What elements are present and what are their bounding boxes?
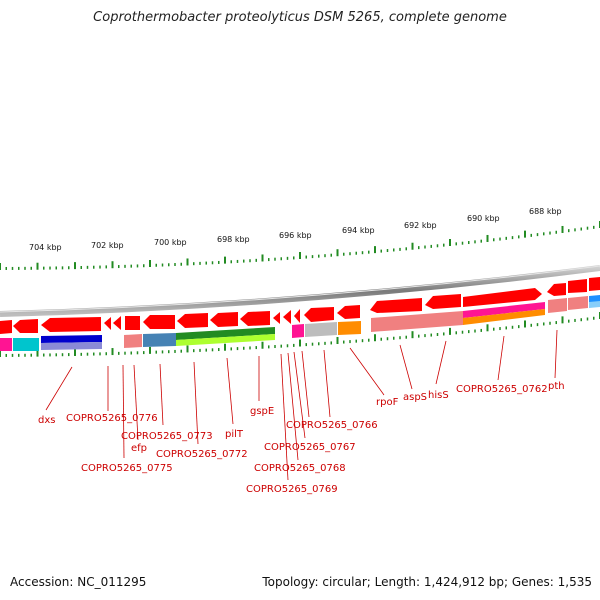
- leader-line: [497, 335, 505, 381]
- gene-arrow: [125, 316, 140, 330]
- gene-arrow: [210, 312, 238, 327]
- gene-arrow: [294, 309, 300, 323]
- leader-line: [45, 366, 73, 411]
- gene-label-copro5265-0762: COPRO5265_0762: [456, 384, 548, 395]
- leader-line: [122, 364, 125, 459]
- annotation-band: [176, 334, 275, 346]
- gene-labels: dxs COPRO5265_0776 COPRO5265_0775 efp CO…: [38, 381, 565, 495]
- annotation-band: [41, 335, 102, 343]
- gene-arrow: [104, 317, 111, 330]
- annotation-band: [548, 298, 567, 313]
- gene-arrow: [370, 298, 422, 313]
- annotation-band: [305, 322, 337, 337]
- annotation-band: [568, 296, 588, 310]
- leader-line: [226, 357, 234, 425]
- annotation-band: [371, 311, 463, 332]
- gene-label-copro5265-0772: COPRO5265_0772: [156, 449, 248, 460]
- scale-label-700: 700 kbp: [154, 238, 187, 247]
- gene-arrow: [177, 313, 208, 328]
- gene-label-pth: pth: [548, 381, 565, 392]
- gene-arrow: [547, 283, 566, 296]
- genome-backbone-highlight: [0, 265, 600, 313]
- annotation-band: [13, 338, 39, 351]
- leader-line: [301, 350, 310, 418]
- gene-arrow: [143, 315, 175, 329]
- gene-arrow: [337, 305, 360, 319]
- gene-label-efp: efp: [131, 443, 147, 454]
- leader-line: [280, 353, 289, 481]
- annotation-band: [463, 302, 545, 318]
- gene-label-copro5265-0775: COPRO5265_0775: [81, 463, 173, 474]
- gene-arrow: [13, 319, 38, 333]
- annotation-band: [463, 309, 545, 325]
- scale-ticks-inner: [0, 312, 600, 357]
- map-title: Coprothermobacter proteolyticus DSM 5265…: [93, 10, 507, 25]
- annotation-band: [589, 301, 600, 308]
- annotation-band: [292, 324, 304, 338]
- gene-arrow: [589, 277, 600, 291]
- gene-label-gspe: gspE: [250, 406, 274, 417]
- annotation-band: [0, 338, 12, 351]
- gene-label-asps: aspS: [403, 392, 427, 403]
- leader-line: [435, 340, 447, 385]
- leader-line: [133, 364, 139, 441]
- gene-label-copro5265-0768: COPRO5265_0768: [254, 463, 346, 474]
- annotation-band: [41, 342, 102, 350]
- scale-label-704: 704 kbp: [29, 243, 62, 252]
- gene-label-dxs: dxs: [38, 415, 55, 426]
- accession-text: Accession: NC_011295: [10, 575, 147, 589]
- gene-label-hiss: hisS: [428, 390, 449, 401]
- leader-line: [399, 344, 413, 390]
- scale-label-702: 702 kbp: [91, 241, 124, 250]
- gene-arrow: [113, 316, 121, 330]
- gene-arrow: [425, 294, 461, 309]
- annotation-track[interactable]: [0, 295, 600, 351]
- scale-label-694: 694 kbp: [342, 226, 375, 235]
- annotation-band: [143, 333, 176, 347]
- leader-line: [349, 347, 385, 396]
- leader-line: [323, 349, 331, 418]
- scale-labels: 704 kbp 702 kbp 700 kbp 698 kbp 696 kbp …: [29, 207, 562, 252]
- gene-arrow: [41, 317, 101, 332]
- gene-arrow: [304, 307, 334, 322]
- gene-track[interactable]: [0, 277, 600, 334]
- leader-line: [554, 329, 558, 379]
- leader-line: [193, 361, 199, 445]
- scale-label-698: 698 kbp: [217, 235, 250, 244]
- annotation-band: [589, 295, 600, 303]
- annotation-band: [338, 321, 361, 335]
- scale-label-692: 692 kbp: [404, 221, 437, 230]
- gene-arrow: [273, 312, 280, 324]
- annotation-band: [124, 334, 142, 348]
- gene-label-copro5265-0766: COPRO5265_0766: [286, 420, 378, 431]
- scale-label-688: 688 kbp: [529, 207, 562, 216]
- gene-label-copro5265-0776: COPRO5265_0776: [66, 413, 158, 424]
- gene-arrow: [463, 288, 542, 307]
- gene-arrow: [240, 311, 270, 326]
- gene-arrow: [0, 320, 12, 334]
- genome-backbone: [0, 265, 600, 317]
- leader-line: [159, 363, 164, 426]
- scale-label-690: 690 kbp: [467, 214, 500, 223]
- scale-ticks-outer: [0, 221, 600, 270]
- scale-label-696: 696 kbp: [279, 231, 312, 240]
- topology-text: Topology: circular; Length: 1,424,912 bp…: [262, 575, 592, 589]
- leader-line: [287, 352, 299, 461]
- gene-arrow: [283, 310, 291, 324]
- label-leaders: [45, 329, 558, 481]
- gene-label-pilt: pilT: [225, 429, 244, 440]
- gene-label-rpof: rpoF: [376, 397, 399, 408]
- gene-label-copro5265-0773: COPRO5265_0773: [121, 431, 213, 442]
- gene-label-copro5265-0767: COPRO5265_0767: [264, 442, 356, 453]
- leader-line: [293, 351, 306, 439]
- annotation-band: [176, 327, 275, 340]
- gene-arrow: [568, 279, 587, 293]
- gene-label-copro5265-0769: COPRO5265_0769: [246, 484, 338, 495]
